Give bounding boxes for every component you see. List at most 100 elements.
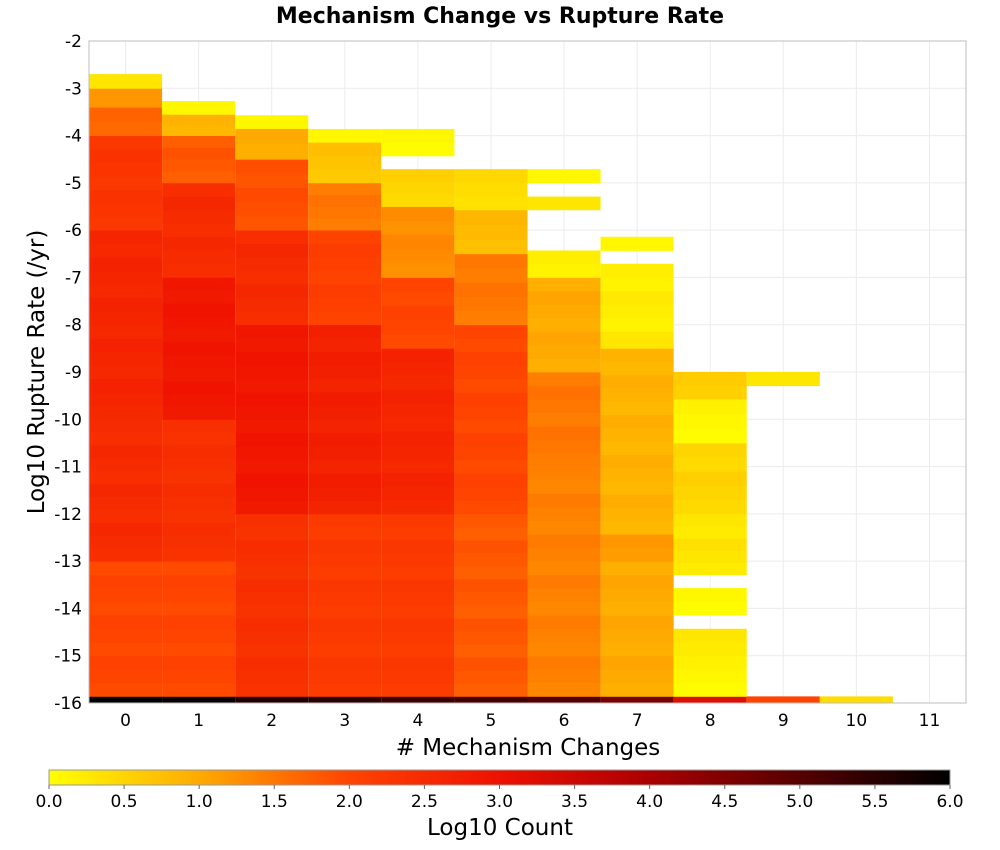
heatmap-cell	[162, 171, 236, 184]
heatmap-cell	[454, 351, 528, 366]
heatmap-cell	[527, 628, 601, 643]
heatmap-cell	[308, 605, 382, 619]
heatmap-cell	[89, 88, 163, 108]
heatmap-cell	[89, 419, 163, 433]
heatmap-cell	[235, 143, 309, 160]
heatmap-cell	[308, 459, 382, 474]
heatmap-cell	[235, 432, 309, 447]
heatmap-cell	[89, 405, 163, 420]
color-scale-tick-label: 5.0	[786, 792, 813, 812]
heatmap-cell	[454, 267, 528, 283]
heatmap-cell	[454, 473, 528, 488]
heatmap-cell	[89, 548, 163, 562]
heatmap-cell	[89, 270, 163, 285]
heatmap-cell	[527, 547, 601, 562]
heatmap-cell	[162, 393, 236, 407]
heatmap-cell	[89, 696, 163, 704]
heatmap-cell	[235, 215, 309, 231]
heatmap-cell	[162, 223, 236, 238]
heatmap-cell	[673, 696, 747, 704]
plot-border	[88, 40, 967, 704]
heatmap-cell	[308, 270, 382, 285]
heatmap-cell	[454, 683, 528, 697]
heatmap-cell	[89, 121, 163, 136]
heatmap-cell	[527, 480, 601, 495]
heatmap-cell	[162, 509, 236, 523]
heatmap-cell	[454, 566, 528, 580]
heatmap-cell	[308, 696, 382, 704]
heatmap-cell	[673, 550, 747, 564]
heatmap-cell	[381, 500, 455, 515]
heatmap-cell	[381, 618, 455, 632]
heatmap-cell	[381, 249, 455, 264]
heatmap-cell	[308, 618, 382, 632]
color-scale-tick-label: 1.0	[186, 792, 213, 812]
x-tick-label: 6	[559, 711, 570, 731]
heatmap-cell	[381, 277, 455, 293]
heatmap-cell	[235, 539, 309, 554]
heatmap-cell	[381, 362, 455, 377]
x-axis-title: # Mechanism Changes	[396, 735, 661, 761]
color-scale-tick-label: 3.0	[486, 792, 513, 812]
heatmap-cell	[89, 243, 163, 258]
color-scale-bar	[48, 769, 951, 786]
heatmap-cell	[381, 194, 455, 207]
heatmap-cell	[527, 453, 601, 467]
heatmap-cell	[454, 239, 528, 255]
heatmap-cell	[308, 486, 382, 501]
y-tick-label: -6	[65, 221, 82, 241]
heatmap-cell	[235, 526, 309, 541]
heatmap-cell	[527, 317, 601, 332]
heatmap-cell	[235, 592, 309, 606]
heatmap-cell	[454, 253, 528, 269]
heatmap-cell	[527, 439, 601, 454]
heatmap-cell	[89, 107, 163, 122]
heatmap-cell	[454, 644, 528, 658]
color-scale-tick-label: 1.5	[261, 792, 288, 812]
heatmap-cell	[600, 628, 674, 643]
heatmap-cell	[381, 458, 455, 473]
heatmap-cell	[235, 311, 309, 326]
heatmap-cell	[527, 277, 601, 292]
heatmap-cell	[600, 414, 674, 429]
heatmap-cell	[673, 628, 747, 643]
heatmap-cell	[308, 392, 382, 407]
heatmap-cell	[454, 405, 528, 420]
heatmap-cell	[308, 566, 382, 580]
heatmap-cell	[162, 236, 236, 251]
heatmap-cell	[162, 574, 236, 589]
heatmap-cell	[308, 218, 382, 231]
heatmap-cell	[673, 601, 747, 616]
heatmap-cell	[381, 417, 455, 432]
heatmap-cell	[673, 413, 747, 429]
heatmap-cell	[162, 114, 236, 126]
heatmap-cell	[89, 365, 163, 380]
heatmap-cell	[89, 297, 163, 312]
heatmap-cell	[600, 642, 674, 657]
heatmap-cell	[235, 552, 309, 567]
x-tick-label: 8	[705, 711, 716, 731]
heatmap-cell	[527, 493, 601, 508]
x-tick-label: 5	[486, 711, 497, 731]
heatmap-cell	[673, 485, 747, 501]
heatmap-cell	[235, 566, 309, 580]
y-tick-label: -8	[65, 316, 82, 336]
heatmap-cell	[308, 311, 382, 326]
heatmap-cell	[527, 169, 601, 184]
heatmap-cell	[527, 263, 601, 278]
heatmap-cell	[454, 552, 528, 567]
heatmap-cell	[162, 655, 236, 670]
heatmap-cell	[162, 682, 236, 697]
heatmap-cell	[819, 696, 893, 704]
heatmap-cell	[454, 618, 528, 632]
heatmap-cell	[673, 655, 747, 670]
heatmap-cell	[527, 507, 601, 522]
heatmap-cell	[162, 696, 236, 704]
heatmap-cell	[162, 159, 236, 172]
heatmap-cell	[600, 361, 674, 376]
heatmap-cell	[381, 305, 455, 321]
heatmap-cell	[454, 579, 528, 593]
heatmap-cell	[600, 441, 674, 455]
heatmap-cell	[89, 230, 163, 245]
heatmap-cell	[673, 562, 747, 576]
